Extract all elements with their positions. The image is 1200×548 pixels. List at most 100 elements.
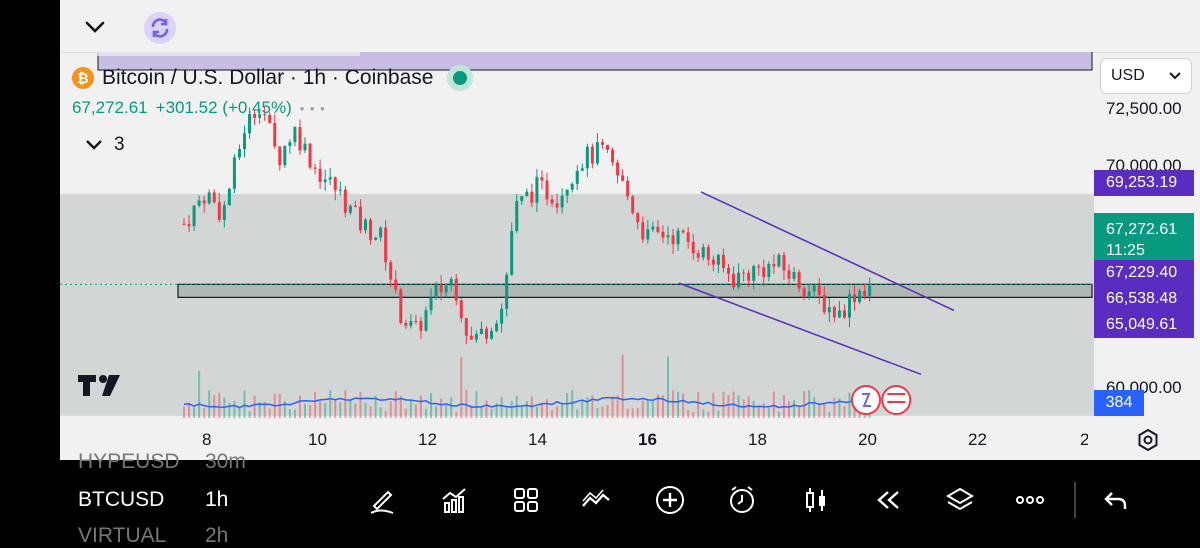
volume-bar (616, 395, 619, 418)
watchlist-timeframe[interactable]: 2h (205, 524, 229, 547)
volume-bar (596, 408, 599, 418)
candle-body (565, 189, 569, 196)
currency-value: USD (1111, 67, 1145, 84)
settings-icon[interactable] (1136, 428, 1160, 452)
indicators-icon[interactable] (438, 484, 470, 516)
time-axis-label: 12 (418, 430, 437, 449)
chart-panel[interactable]: ₿ Bitcoin / U.S. Dollar · 1h · Coinbase … (60, 0, 1200, 460)
level-tag[interactable]: 67,229.40 (1094, 260, 1194, 286)
volume-bar (364, 402, 367, 418)
candle-body (278, 146, 282, 166)
left-margin (0, 0, 60, 460)
chevron-down-icon[interactable] (80, 12, 110, 42)
volume-bar (833, 397, 836, 418)
price-chart[interactable] (60, 52, 1094, 422)
time-axis-label: 22 (968, 430, 987, 449)
volume-bar (309, 405, 312, 418)
watchlist-timeframe[interactable]: 1h (205, 488, 229, 511)
candle-body (671, 235, 675, 245)
candle-body (696, 253, 700, 258)
volume-bar (263, 401, 266, 418)
trend-icon[interactable] (580, 484, 612, 516)
volume-ma-line (183, 396, 870, 409)
sync-icon[interactable] (144, 12, 176, 44)
watchlist-symbol[interactable]: VIRTUAL (78, 524, 167, 547)
volume-bar (268, 408, 271, 418)
volume-bar (631, 408, 634, 418)
more-dots-icon[interactable]: • • • (299, 100, 326, 116)
volume-bar (823, 404, 826, 418)
volume-bar (414, 404, 417, 418)
volume-bar (651, 401, 654, 418)
layout-grid-icon[interactable] (510, 484, 542, 516)
candles-icon[interactable] (800, 484, 832, 516)
candle-body (606, 144, 609, 150)
candle-body (757, 266, 761, 268)
candle-body (797, 272, 801, 289)
candle-body (716, 254, 720, 265)
undo-icon[interactable] (1100, 484, 1132, 516)
volume-bar (455, 411, 458, 418)
symbol-header[interactable]: ₿ Bitcoin / U.S. Dollar · 1h · Coinbase (72, 64, 474, 92)
candle-body (863, 290, 867, 296)
volume-bar (742, 399, 745, 418)
level-tag[interactable]: 66,538.48 (1094, 286, 1194, 312)
time-axis-label: 14 (528, 430, 547, 449)
watchlist-symbol[interactable]: HYPEUSD (78, 450, 180, 473)
volume-bar (727, 395, 730, 418)
volume-bar (404, 408, 407, 418)
replay-icon[interactable] (872, 484, 904, 516)
volume-bar (667, 356, 669, 418)
time-axis-label: 20 (858, 430, 877, 449)
volume-bar (339, 402, 342, 418)
indicators-toggle[interactable]: 3 (84, 134, 125, 156)
candle-body (580, 168, 584, 171)
candle-body (404, 323, 408, 326)
volume-bar (646, 400, 649, 418)
volume-bar (198, 370, 201, 418)
candle-body (535, 177, 539, 203)
more-icon[interactable] (1014, 484, 1046, 516)
candle-body (837, 310, 841, 318)
candle-body (202, 200, 206, 204)
volume-bar (510, 401, 513, 418)
draw-icon[interactable] (366, 484, 398, 516)
candle-body (313, 167, 317, 169)
candle-body (474, 334, 478, 340)
volume-bar (394, 391, 397, 418)
level-tag[interactable]: 65,049.61 (1094, 312, 1194, 338)
volume-bar (525, 401, 528, 418)
candle-body (328, 177, 332, 180)
volume-bar (535, 406, 538, 418)
add-icon[interactable] (654, 484, 686, 516)
candle-body (812, 285, 816, 292)
volume-bar (808, 390, 811, 418)
candle-body (485, 328, 488, 339)
candle-body (737, 272, 741, 288)
layers-icon[interactable] (944, 484, 976, 516)
candle-body (560, 195, 564, 208)
candle-body (646, 229, 650, 240)
volume-bar (248, 411, 251, 418)
volume-bar (848, 392, 851, 418)
volume-bar (243, 390, 246, 418)
volume-bar (460, 357, 463, 418)
volume-bar (193, 406, 196, 418)
volume-bar (293, 409, 296, 418)
volume-bar (843, 406, 846, 418)
alarm-icon[interactable] (726, 484, 758, 516)
watchlist-symbol[interactable]: BTCUSD (78, 488, 165, 511)
currency-select[interactable]: USD (1100, 58, 1192, 94)
volume-bar (298, 395, 301, 418)
volume-bar (561, 403, 564, 418)
candle-body (661, 231, 665, 238)
current-price-tag[interactable]: 67,272.61 11:25 (1094, 213, 1194, 267)
candle-body (868, 285, 872, 296)
last-price: 67,272.61 (72, 98, 148, 117)
level-tag[interactable]: 69,253.19 (1094, 170, 1194, 196)
volume-bar (344, 390, 347, 418)
volume-bar (480, 406, 483, 418)
watchlist-timeframe[interactable]: 30m (205, 450, 246, 473)
candle-body (273, 122, 277, 147)
candle-body (842, 310, 846, 318)
